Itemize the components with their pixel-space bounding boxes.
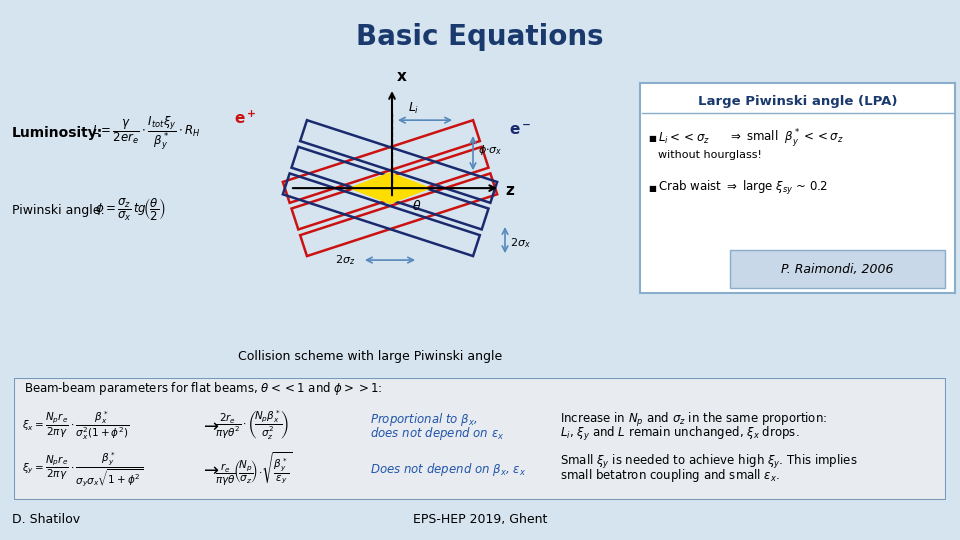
Text: D. Shatilov: D. Shatilov <box>12 513 80 526</box>
Polygon shape <box>348 172 432 204</box>
Text: Piwinski angle:: Piwinski angle: <box>12 204 105 217</box>
Text: Does not depend on $\beta_x$, $\varepsilon_x$: Does not depend on $\beta_x$, $\varepsil… <box>370 461 526 478</box>
Text: $\Rightarrow$ small  $\beta_y^* << \sigma_z$: $\Rightarrow$ small $\beta_y^* << \sigma… <box>728 127 844 149</box>
Text: Increase in $N_p$ and $\sigma_z$ in the same proportion:: Increase in $N_p$ and $\sigma_z$ in the … <box>560 411 828 429</box>
Text: $L_i$, $\xi_y$ and $L$ remain unchanged, $\xi_x$ drops.: $L_i$, $\xi_y$ and $L$ remain unchanged,… <box>560 425 800 443</box>
Text: $\phi{\cdot}\sigma_x$: $\phi{\cdot}\sigma_x$ <box>478 143 503 157</box>
Text: small betatron coupling and small $\varepsilon_x$.: small betatron coupling and small $\vare… <box>560 467 780 484</box>
Text: does not depend on $\varepsilon_x$: does not depend on $\varepsilon_x$ <box>370 426 504 442</box>
Text: Luminosity:: Luminosity: <box>12 126 104 140</box>
Text: Collision scheme with large Piwinski angle: Collision scheme with large Piwinski ang… <box>238 349 502 362</box>
Text: $\mathbf{e^+}$: $\mathbf{e^+}$ <box>234 110 256 127</box>
Text: $2\sigma_z$: $2\sigma_z$ <box>335 253 355 267</box>
Text: Large Piwinski angle (LPA): Large Piwinski angle (LPA) <box>698 94 898 107</box>
Text: $\xi_y = \dfrac{N_p r_e}{2\pi\gamma} \cdot \dfrac{\beta_y^*}{\sigma_y\sigma_x\sq: $\xi_y = \dfrac{N_p r_e}{2\pi\gamma} \cd… <box>22 450 143 489</box>
Text: $\phi = \dfrac{\sigma_z}{\sigma_x}\,tg\!\left(\dfrac{\theta}{2}\right)$: $\phi = \dfrac{\sigma_z}{\sigma_x}\,tg\!… <box>95 197 166 223</box>
Text: $\blacksquare$: $\blacksquare$ <box>648 133 658 144</box>
Text: $\xi_x = \dfrac{N_p r_e}{2\pi\gamma} \cdot \dfrac{\beta_x^*}{\sigma_x^2(1+\phi^2: $\xi_x = \dfrac{N_p r_e}{2\pi\gamma} \cd… <box>22 409 130 442</box>
Text: Proportional to $\beta_x$,: Proportional to $\beta_x$, <box>370 411 478 428</box>
Text: $\theta$: $\theta$ <box>412 199 421 213</box>
FancyBboxPatch shape <box>730 250 945 288</box>
Text: P. Raimondi, 2006: P. Raimondi, 2006 <box>780 262 893 275</box>
Text: without hourglass!: without hourglass! <box>658 150 762 160</box>
Text: $\rightarrow$: $\rightarrow$ <box>200 461 219 478</box>
Text: Basic Equations: Basic Equations <box>356 23 604 51</box>
Text: $L_i$: $L_i$ <box>408 101 420 116</box>
Text: Crab waist $\Rightarrow$ large $\xi_{sy}$ ~ 0.2: Crab waist $\Rightarrow$ large $\xi_{sy}… <box>658 179 828 197</box>
Text: $\mathbf{e^-}$: $\mathbf{e^-}$ <box>509 123 531 138</box>
Text: Small $\xi_y$ is needed to achieve high $\xi_y$. This implies: Small $\xi_y$ is needed to achieve high … <box>560 453 857 471</box>
Text: $\rightarrow$: $\rightarrow$ <box>200 417 219 435</box>
Text: $L = \dfrac{\gamma}{2er_e} \cdot \dfrac{I_{tot}\xi_y}{\beta_y^*} \cdot R_H$: $L = \dfrac{\gamma}{2er_e} \cdot \dfrac{… <box>92 114 201 152</box>
FancyBboxPatch shape <box>640 83 955 293</box>
Text: x: x <box>397 69 407 84</box>
Text: $\dfrac{r_e}{\pi\gamma\theta}\!\left(\!\dfrac{N_p}{\sigma_z}\!\right)\!\cdot\!\s: $\dfrac{r_e}{\pi\gamma\theta}\!\left(\!\… <box>215 451 292 488</box>
Text: $2\sigma_x$: $2\sigma_x$ <box>510 236 531 250</box>
Text: Beam-beam parameters for flat beams, $\theta << 1$ and $\phi >> 1$:: Beam-beam parameters for flat beams, $\t… <box>24 381 383 397</box>
Text: $\mathit{L}_i << \sigma_z$: $\mathit{L}_i << \sigma_z$ <box>658 131 710 146</box>
Text: EPS-HEP 2019, Ghent: EPS-HEP 2019, Ghent <box>413 513 547 526</box>
Text: $\dfrac{2r_e}{\pi\gamma\theta^2} \cdot \left(\!\dfrac{N_p\beta_x^*}{\sigma_z^2}\: $\dfrac{2r_e}{\pi\gamma\theta^2} \cdot \… <box>215 409 289 442</box>
Text: $\blacksquare$: $\blacksquare$ <box>648 183 658 194</box>
Text: z: z <box>505 183 514 198</box>
